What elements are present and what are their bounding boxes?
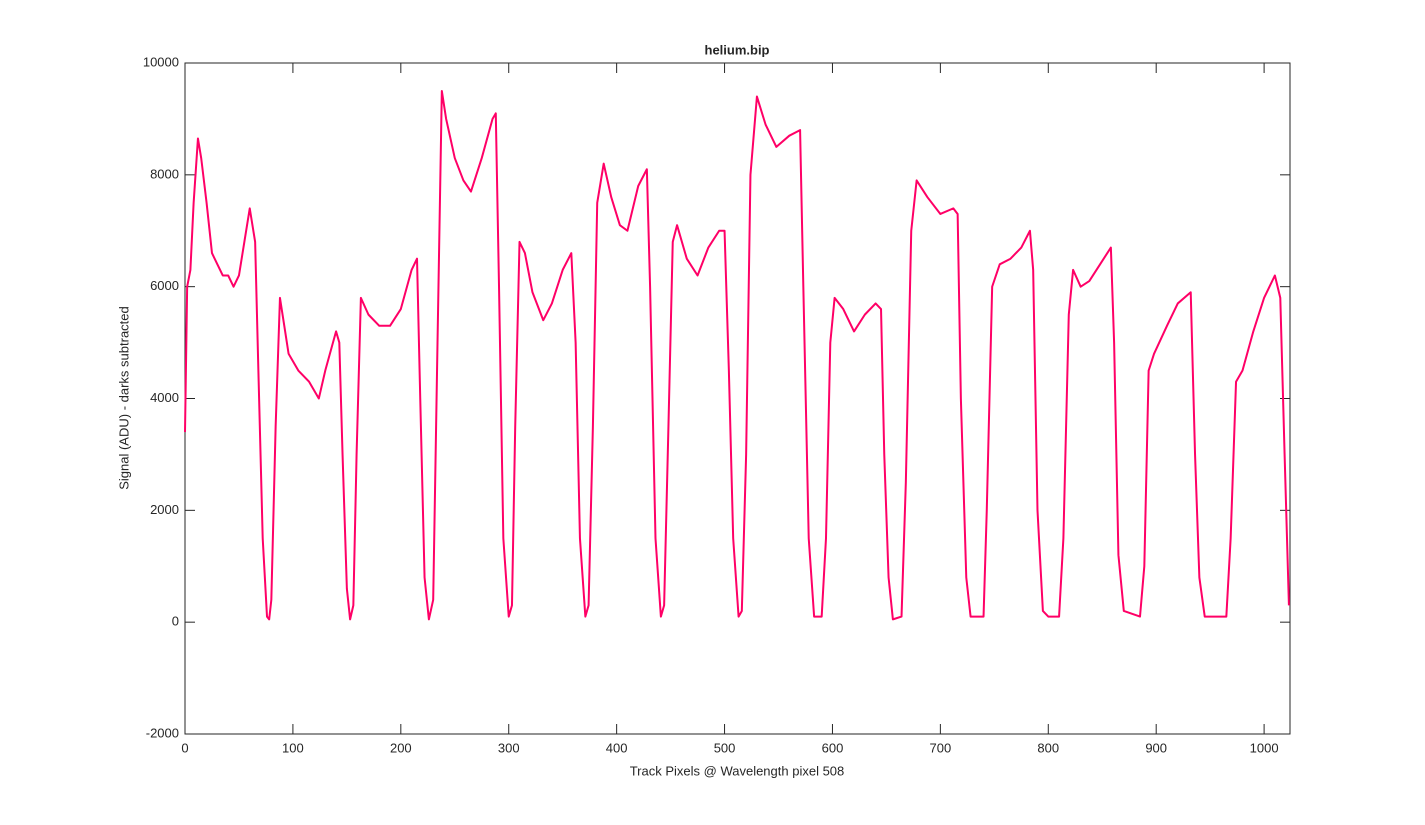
y-tick-label: 4000 [150, 390, 179, 405]
plot-frame [184, 62, 1291, 735]
x-tick-label: 1000 [1250, 740, 1279, 755]
x-tick-label: 100 [282, 740, 304, 755]
x-axis-label: Track Pixels @ Wavelength pixel 508 [630, 763, 845, 778]
x-tick-label: 0 [181, 740, 188, 755]
x-tick-label: 200 [390, 740, 412, 755]
y-tick-label: 6000 [150, 278, 179, 293]
y-tick-label: 0 [172, 614, 179, 629]
x-tick-label: 800 [1037, 740, 1059, 755]
x-tick-label: 300 [498, 740, 520, 755]
data-line [184, 89, 1290, 621]
x-tick-label: 900 [1145, 740, 1167, 755]
x-tick-label: 700 [930, 740, 952, 755]
y-tick-label: -2000 [146, 725, 179, 740]
chart-title: helium.bip [705, 42, 770, 57]
x-tick-label: 400 [606, 740, 628, 755]
y-tick-label: 10000 [143, 54, 179, 69]
x-tick-label: 500 [714, 740, 736, 755]
y-tick-label: 2000 [150, 502, 179, 517]
y-axis-label: Signal (ADU) - darks subtracted [116, 306, 131, 490]
x-tick-label: 600 [822, 740, 844, 755]
y-tick-label: 8000 [150, 166, 179, 181]
